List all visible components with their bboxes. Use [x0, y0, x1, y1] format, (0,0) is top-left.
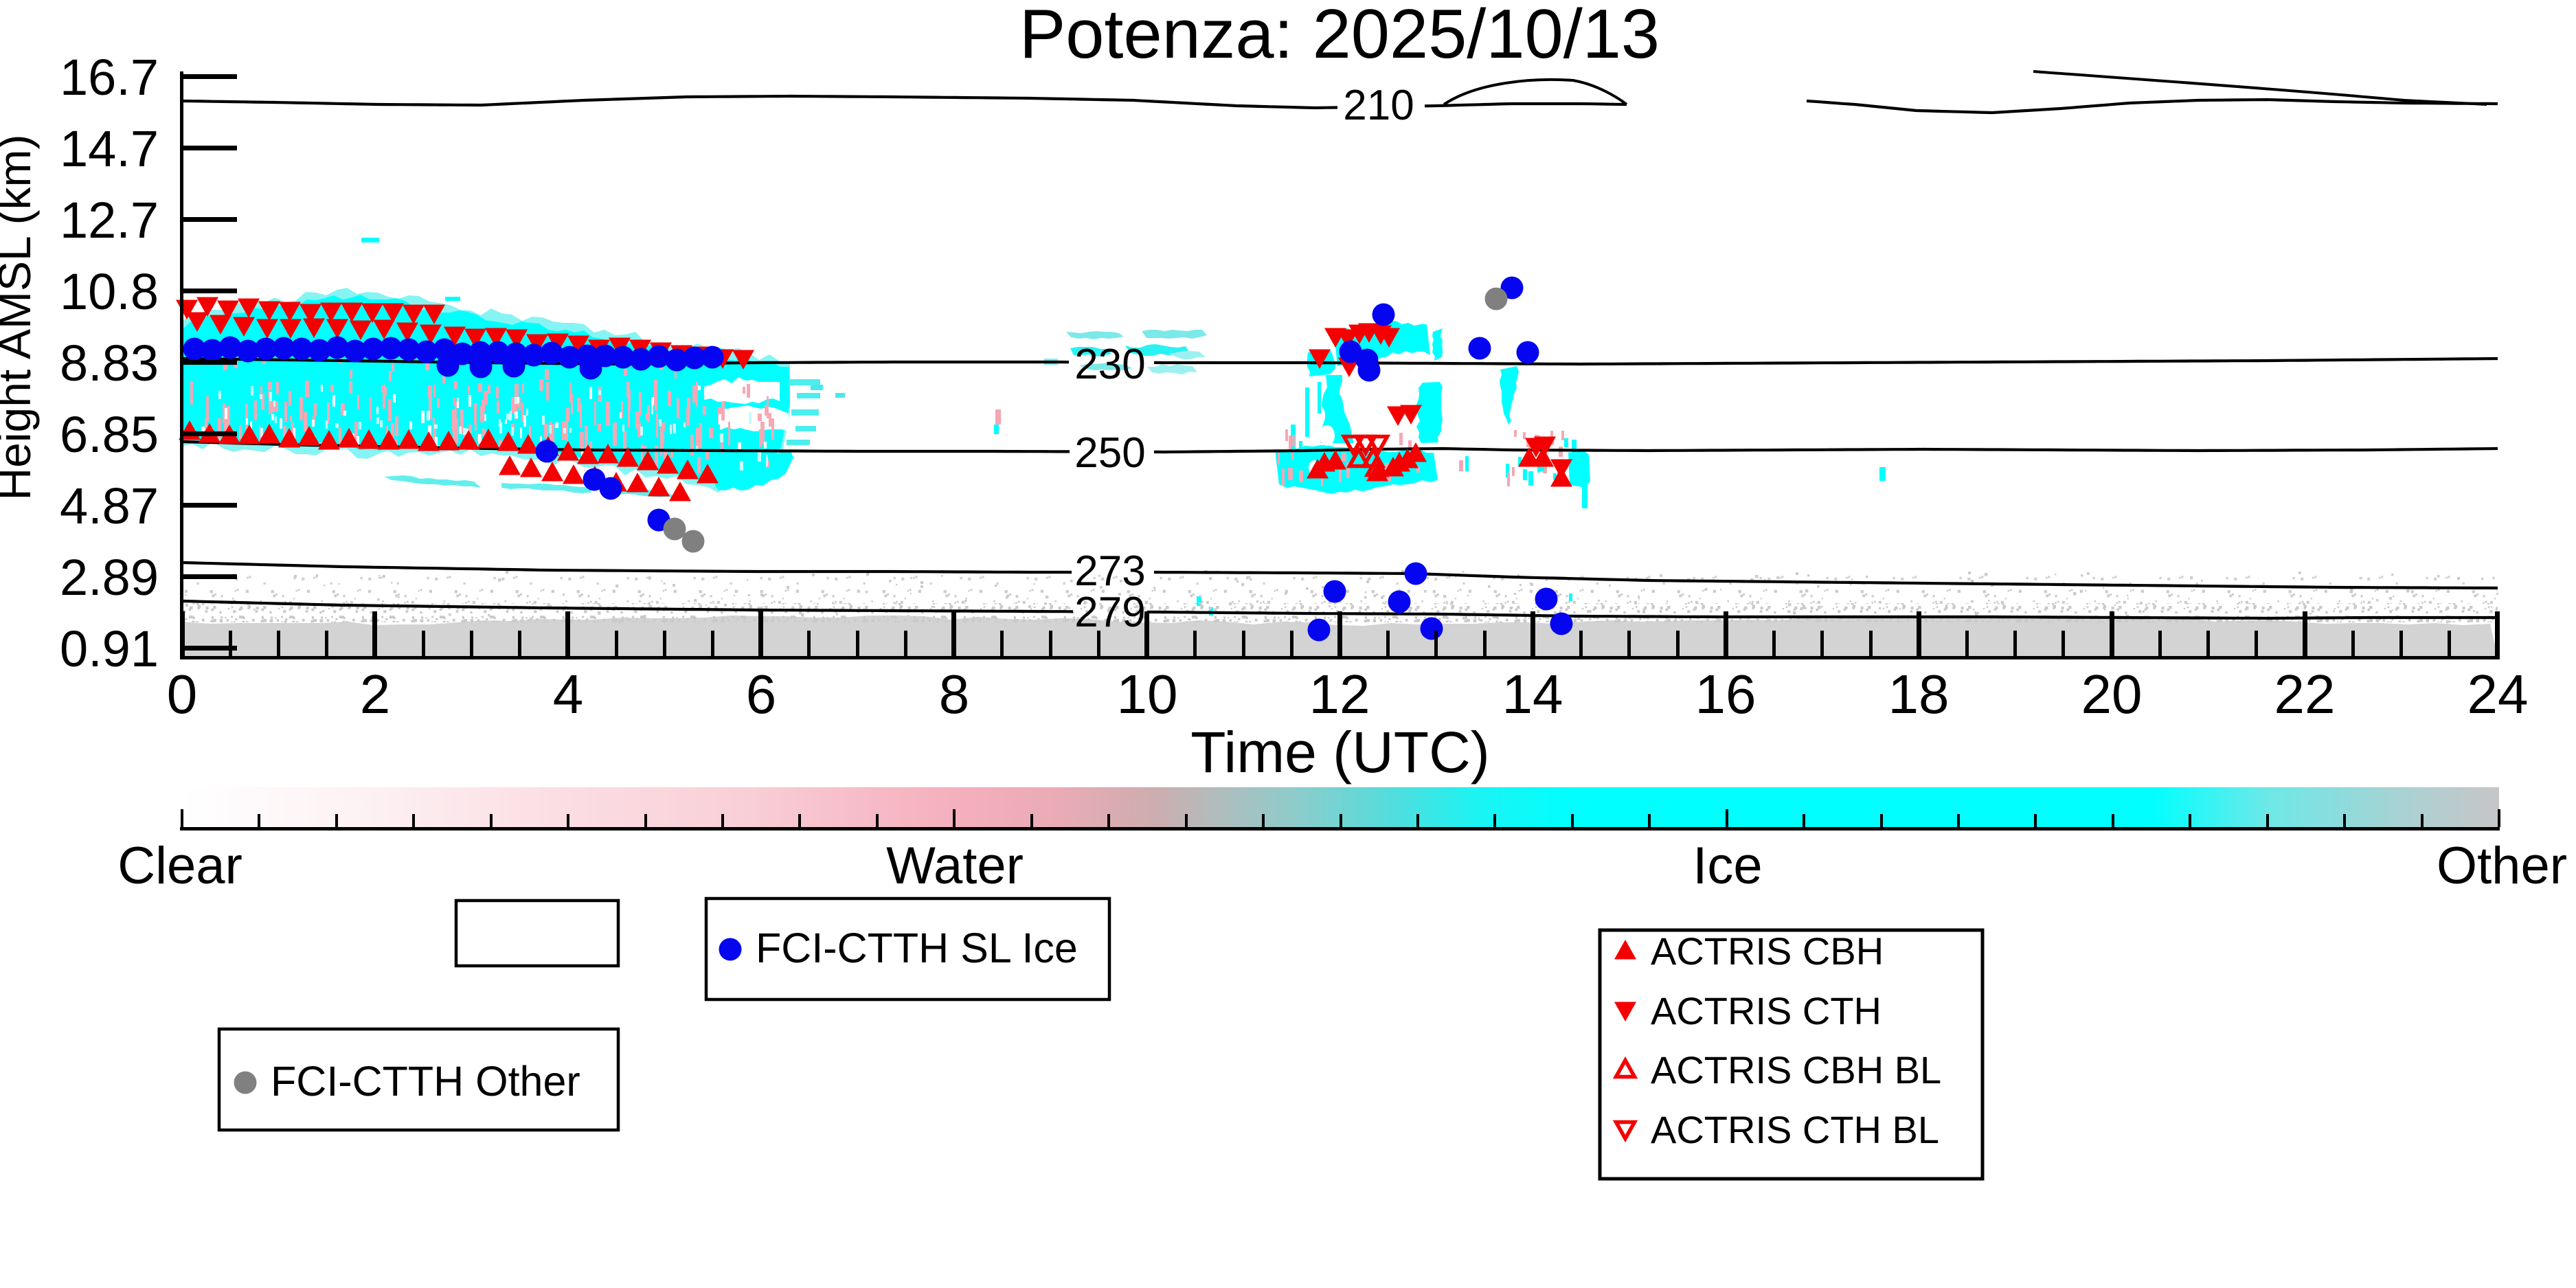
svg-text:18: 18 — [1888, 664, 1950, 725]
svg-text:Potenza: 2025/10/13: Potenza: 2025/10/13 — [1019, 0, 1660, 73]
svg-text:12: 12 — [1309, 664, 1370, 725]
svg-text:16.7: 16.7 — [60, 49, 159, 106]
svg-text:4.87: 4.87 — [60, 477, 159, 534]
svg-text:FCI-CTTH SL Ice: FCI-CTTH SL Ice — [756, 925, 1078, 971]
svg-text:24: 24 — [2467, 664, 2529, 725]
svg-text:Time (UTC): Time (UTC) — [1190, 720, 1489, 784]
svg-text:ACTRIS CTH BL: ACTRIS CTH BL — [1651, 1108, 1939, 1151]
svg-text:6.85: 6.85 — [60, 406, 159, 463]
svg-text:8.83: 8.83 — [60, 335, 159, 392]
svg-text:ACTRIS CBH: ACTRIS CBH — [1651, 929, 1884, 973]
svg-text:0: 0 — [167, 664, 198, 725]
svg-text:273: 273 — [1074, 547, 1145, 595]
svg-text:250: 250 — [1074, 429, 1145, 477]
svg-text:Other: Other — [2437, 837, 2567, 895]
svg-text:2.89: 2.89 — [60, 549, 159, 606]
svg-text:ACTRIS CBH BL: ACTRIS CBH BL — [1651, 1048, 1941, 1092]
svg-text:230: 230 — [1074, 341, 1145, 388]
svg-text:14: 14 — [1502, 664, 1563, 725]
svg-text:Water: Water — [886, 837, 1024, 895]
svg-text:Clear: Clear — [117, 837, 242, 895]
svg-text:12.7: 12.7 — [60, 192, 159, 249]
svg-text:14.7: 14.7 — [60, 120, 159, 177]
svg-text:Height AMSL (km): Height AMSL (km) — [0, 134, 40, 500]
svg-text:6: 6 — [746, 664, 777, 725]
svg-text:0.91: 0.91 — [60, 620, 159, 677]
svg-text:10: 10 — [1117, 664, 1178, 725]
svg-text:8: 8 — [939, 664, 970, 725]
svg-text:16: 16 — [1695, 664, 1756, 725]
svg-text:210: 210 — [1343, 82, 1414, 129]
svg-text:ACTRIS CTH: ACTRIS CTH — [1651, 989, 1882, 1032]
svg-text:FCI-CTTH Other: FCI-CTTH Other — [271, 1058, 580, 1105]
svg-text:4: 4 — [553, 664, 584, 725]
svg-text:279: 279 — [1074, 589, 1145, 636]
svg-text:Ice: Ice — [1693, 837, 1762, 895]
svg-text:2: 2 — [360, 664, 391, 725]
svg-text:20: 20 — [2081, 664, 2143, 725]
svg-text:10.8: 10.8 — [60, 263, 159, 320]
svg-text:22: 22 — [2274, 664, 2336, 725]
